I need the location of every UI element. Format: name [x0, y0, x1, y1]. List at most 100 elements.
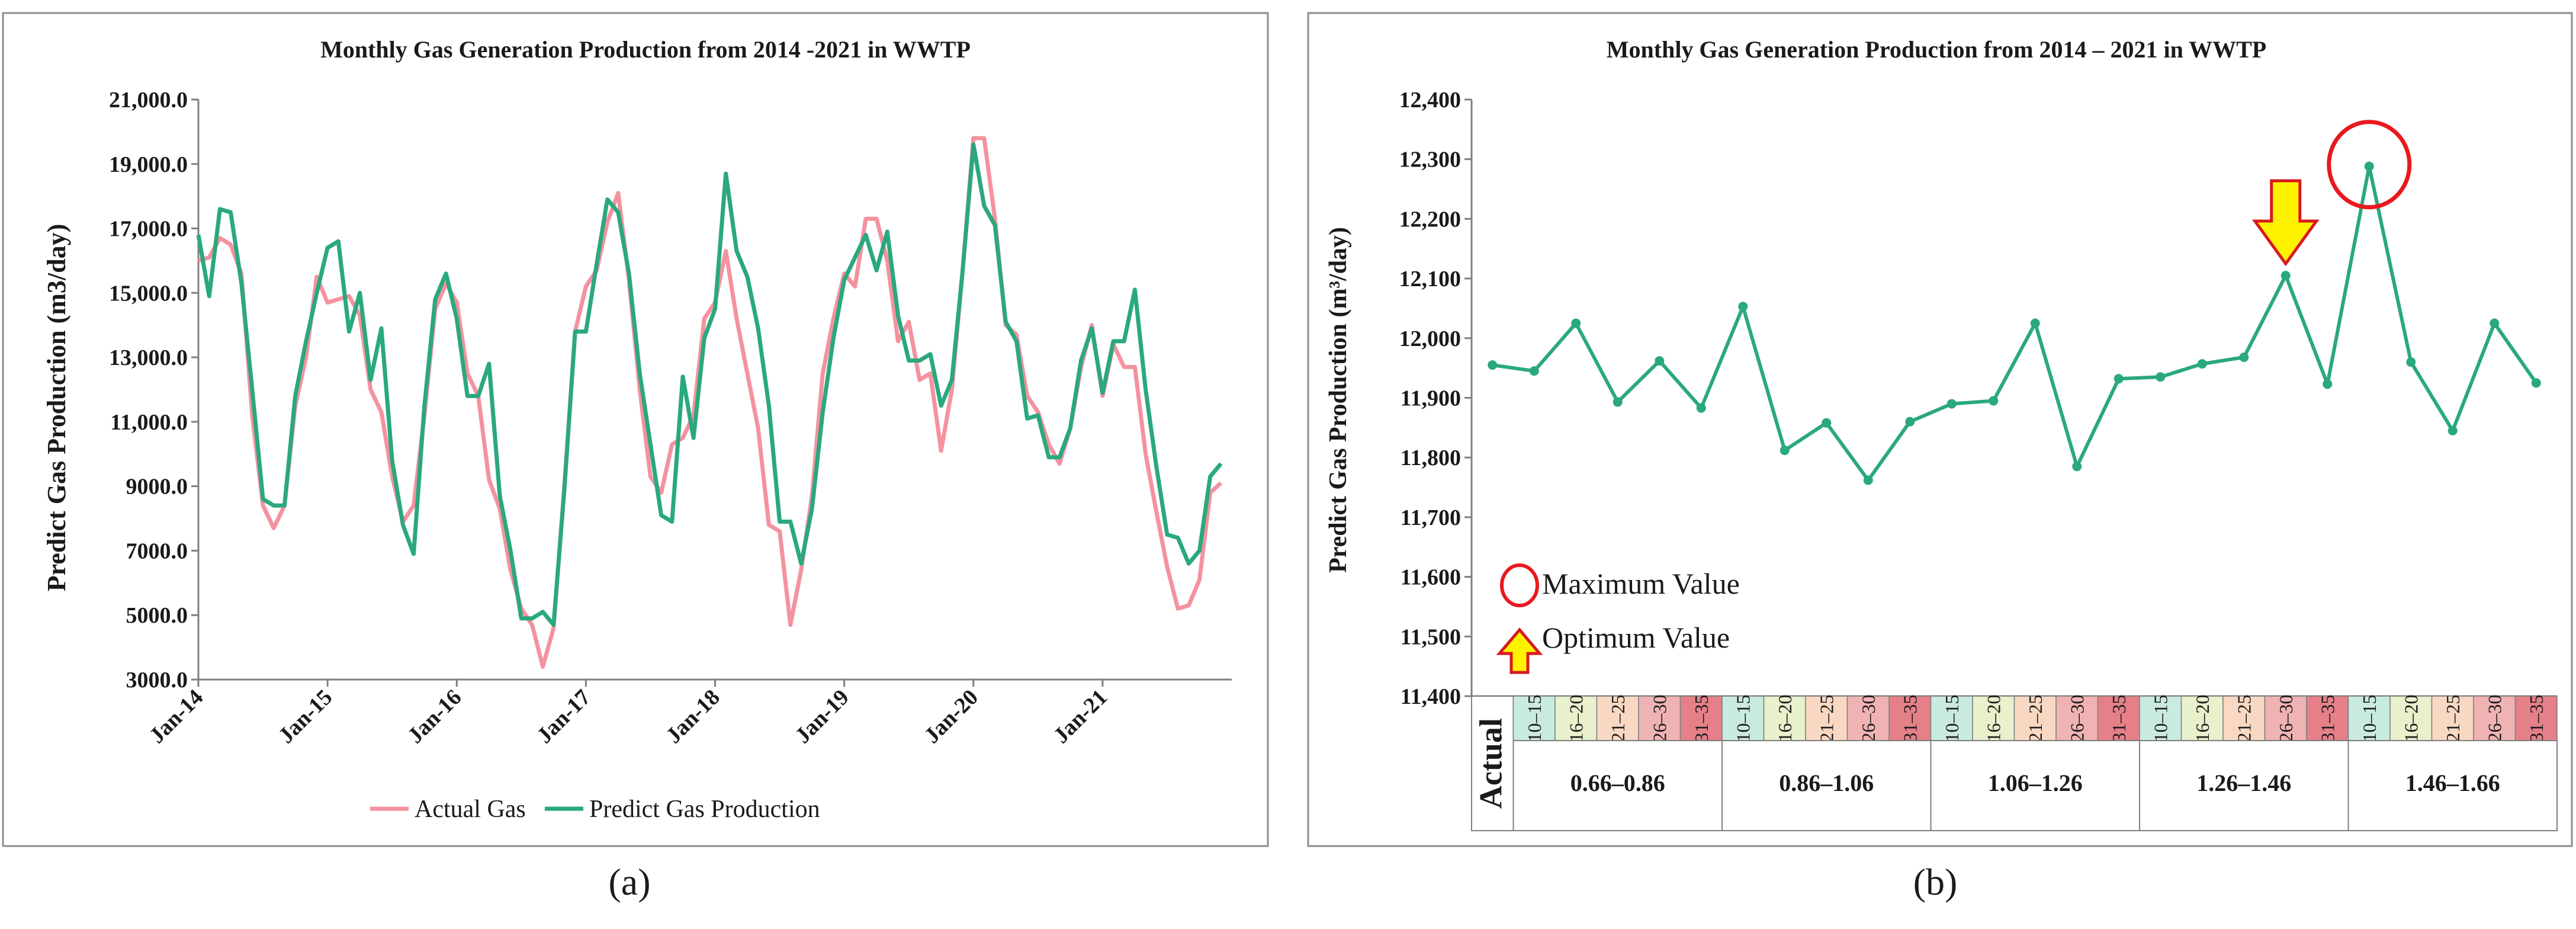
sub-category-label: 10–15 [1941, 695, 1962, 742]
group-cell [1930, 740, 2140, 831]
data-point [1529, 366, 1539, 376]
data-point [1989, 396, 1999, 406]
sub-category-cell [2222, 696, 2266, 741]
data-point [1571, 318, 1581, 328]
sub-category-label: 16–20 [2400, 695, 2421, 742]
y-tick-label: 11,800 [1401, 446, 1461, 470]
legend-actual-label: Actual Gas [415, 796, 526, 823]
data-point [2447, 425, 2458, 435]
data-point [2364, 161, 2374, 171]
group-cell [2347, 740, 2558, 831]
data-point [2281, 271, 2291, 281]
sub-category-label: 31–35 [2526, 695, 2547, 742]
sub-category-label: 26–30 [2275, 695, 2296, 742]
sub-category-cell [1596, 696, 1639, 741]
sub-category-label: 16–20 [2192, 695, 2213, 742]
y-tick-label: 3000.0 [126, 668, 188, 693]
sub-category-label: 16–20 [1774, 695, 1796, 742]
y-tick-label: 7000.0 [126, 539, 188, 563]
y-tick-label: 12,000 [1399, 326, 1462, 351]
data-point [1696, 403, 1706, 413]
y-tick-label: 12,400 [1399, 88, 1462, 113]
sub-category-label: 26–30 [2066, 695, 2087, 742]
y-tick-label: 11,700 [1401, 505, 1461, 530]
data-point [1822, 418, 1832, 428]
panel-b-title: Monthly Gas Generation Production from 2… [1607, 36, 2266, 63]
data-point [2239, 353, 2249, 363]
data-point [1863, 475, 1873, 485]
sub-category-label: 31–35 [2108, 695, 2129, 742]
y-tick-label: 11,400 [1401, 684, 1461, 709]
panel-a-title: Monthly Gas Generation Production from 2… [320, 36, 971, 63]
data-point [2197, 359, 2207, 369]
y-tick-label: 9000.0 [126, 475, 188, 499]
y-tick-label: 21,000.0 [109, 88, 188, 113]
sub-category-label: 10–15 [1524, 695, 1545, 742]
y-tick-label: 12,100 [1399, 267, 1462, 291]
sub-category-cell [2514, 696, 2558, 741]
data-point [1905, 417, 1915, 427]
group-label: 0.86–1.06 [1779, 770, 1874, 796]
y-tick-label: 11,900 [1401, 386, 1461, 411]
group-label: 1.06–1.26 [1988, 770, 2083, 796]
data-point [2490, 318, 2500, 328]
sub-category-label: 10–15 [1732, 695, 1753, 742]
data-point [2114, 374, 2124, 384]
data-point [1613, 397, 1623, 407]
legend-optimum-label: Optimum Value [1542, 621, 1730, 654]
sub-category-label: 21–25 [1607, 695, 1629, 742]
sub-category-label: 21–25 [2442, 695, 2463, 742]
maximum-marker-circle [2327, 120, 2412, 210]
group-label: 1.46–1.66 [2405, 770, 2500, 796]
legend-predict-label: Predict Gas Production [589, 796, 820, 823]
sub-category-cell [1679, 696, 1723, 741]
data-point [2072, 462, 2082, 472]
group-label: 1.26–1.46 [2196, 770, 2291, 796]
sub-category-label: 26–30 [2484, 695, 2505, 742]
sub-category-cell [1638, 696, 1681, 741]
y-tick-label: 11,000.0 [110, 410, 188, 435]
sub-category-cell [1721, 696, 1765, 741]
data-point [1780, 446, 1790, 456]
sub-category-cell [1763, 696, 1806, 741]
panel-b-y-axis-label: Predict Gas Production (m³/day) [1325, 227, 1352, 573]
y-tick-label: 11,600 [1401, 565, 1461, 590]
actual-category-label: Actual [1473, 718, 1508, 809]
data-point [2323, 379, 2333, 389]
data-point [2406, 357, 2416, 367]
sub-category-label: 31–35 [1691, 695, 1712, 742]
sub-category-label: 16–20 [1983, 695, 2004, 742]
data-point [2030, 318, 2040, 328]
y-tick-label: 17,000.0 [109, 217, 188, 242]
group-cell [1512, 740, 1723, 831]
sub-category-label: 16–20 [1565, 695, 1586, 742]
y-tick-label: 12,200 [1399, 207, 1462, 232]
y-tick-label: 12,300 [1399, 148, 1462, 172]
predict-gas-line [1492, 164, 2538, 482]
y-tick-label: 11,500 [1401, 624, 1461, 649]
sub-category-cell [1846, 696, 1890, 741]
sub-category-label: 21–25 [2025, 695, 2046, 742]
sub-category-cell [2013, 696, 2057, 741]
sub-category-cell [2055, 696, 2099, 741]
data-point [1488, 360, 1498, 370]
sub-category-label: 31–35 [2317, 695, 2338, 742]
data-point [1947, 399, 1957, 409]
data-point [1655, 356, 1665, 366]
y-tick-label: 5000.0 [126, 603, 188, 628]
data-point [1738, 302, 1748, 312]
panel-a-frame [2, 12, 1269, 847]
sub-category-cell [2097, 696, 2140, 741]
sub-category-label: 10–15 [2359, 695, 2380, 742]
optimum-arrow-icon [2251, 179, 2320, 267]
panel-b-caption: (b) [1913, 861, 1958, 903]
legend-optimum-arrow-icon [1496, 627, 1543, 674]
y-tick-label: 19,000.0 [109, 152, 188, 177]
y-tick-label: 13,000.0 [109, 345, 188, 370]
legend-maximum-circle-icon [1500, 563, 1539, 607]
group-label: 0.66–0.86 [1570, 770, 1665, 796]
sub-category-label: 31–35 [1899, 695, 1920, 742]
panel-a-caption: (a) [608, 861, 650, 903]
sub-category-cell [1554, 696, 1598, 741]
panel-a-y-axis-label: Predict Gas Production (m3/day) [42, 224, 71, 591]
